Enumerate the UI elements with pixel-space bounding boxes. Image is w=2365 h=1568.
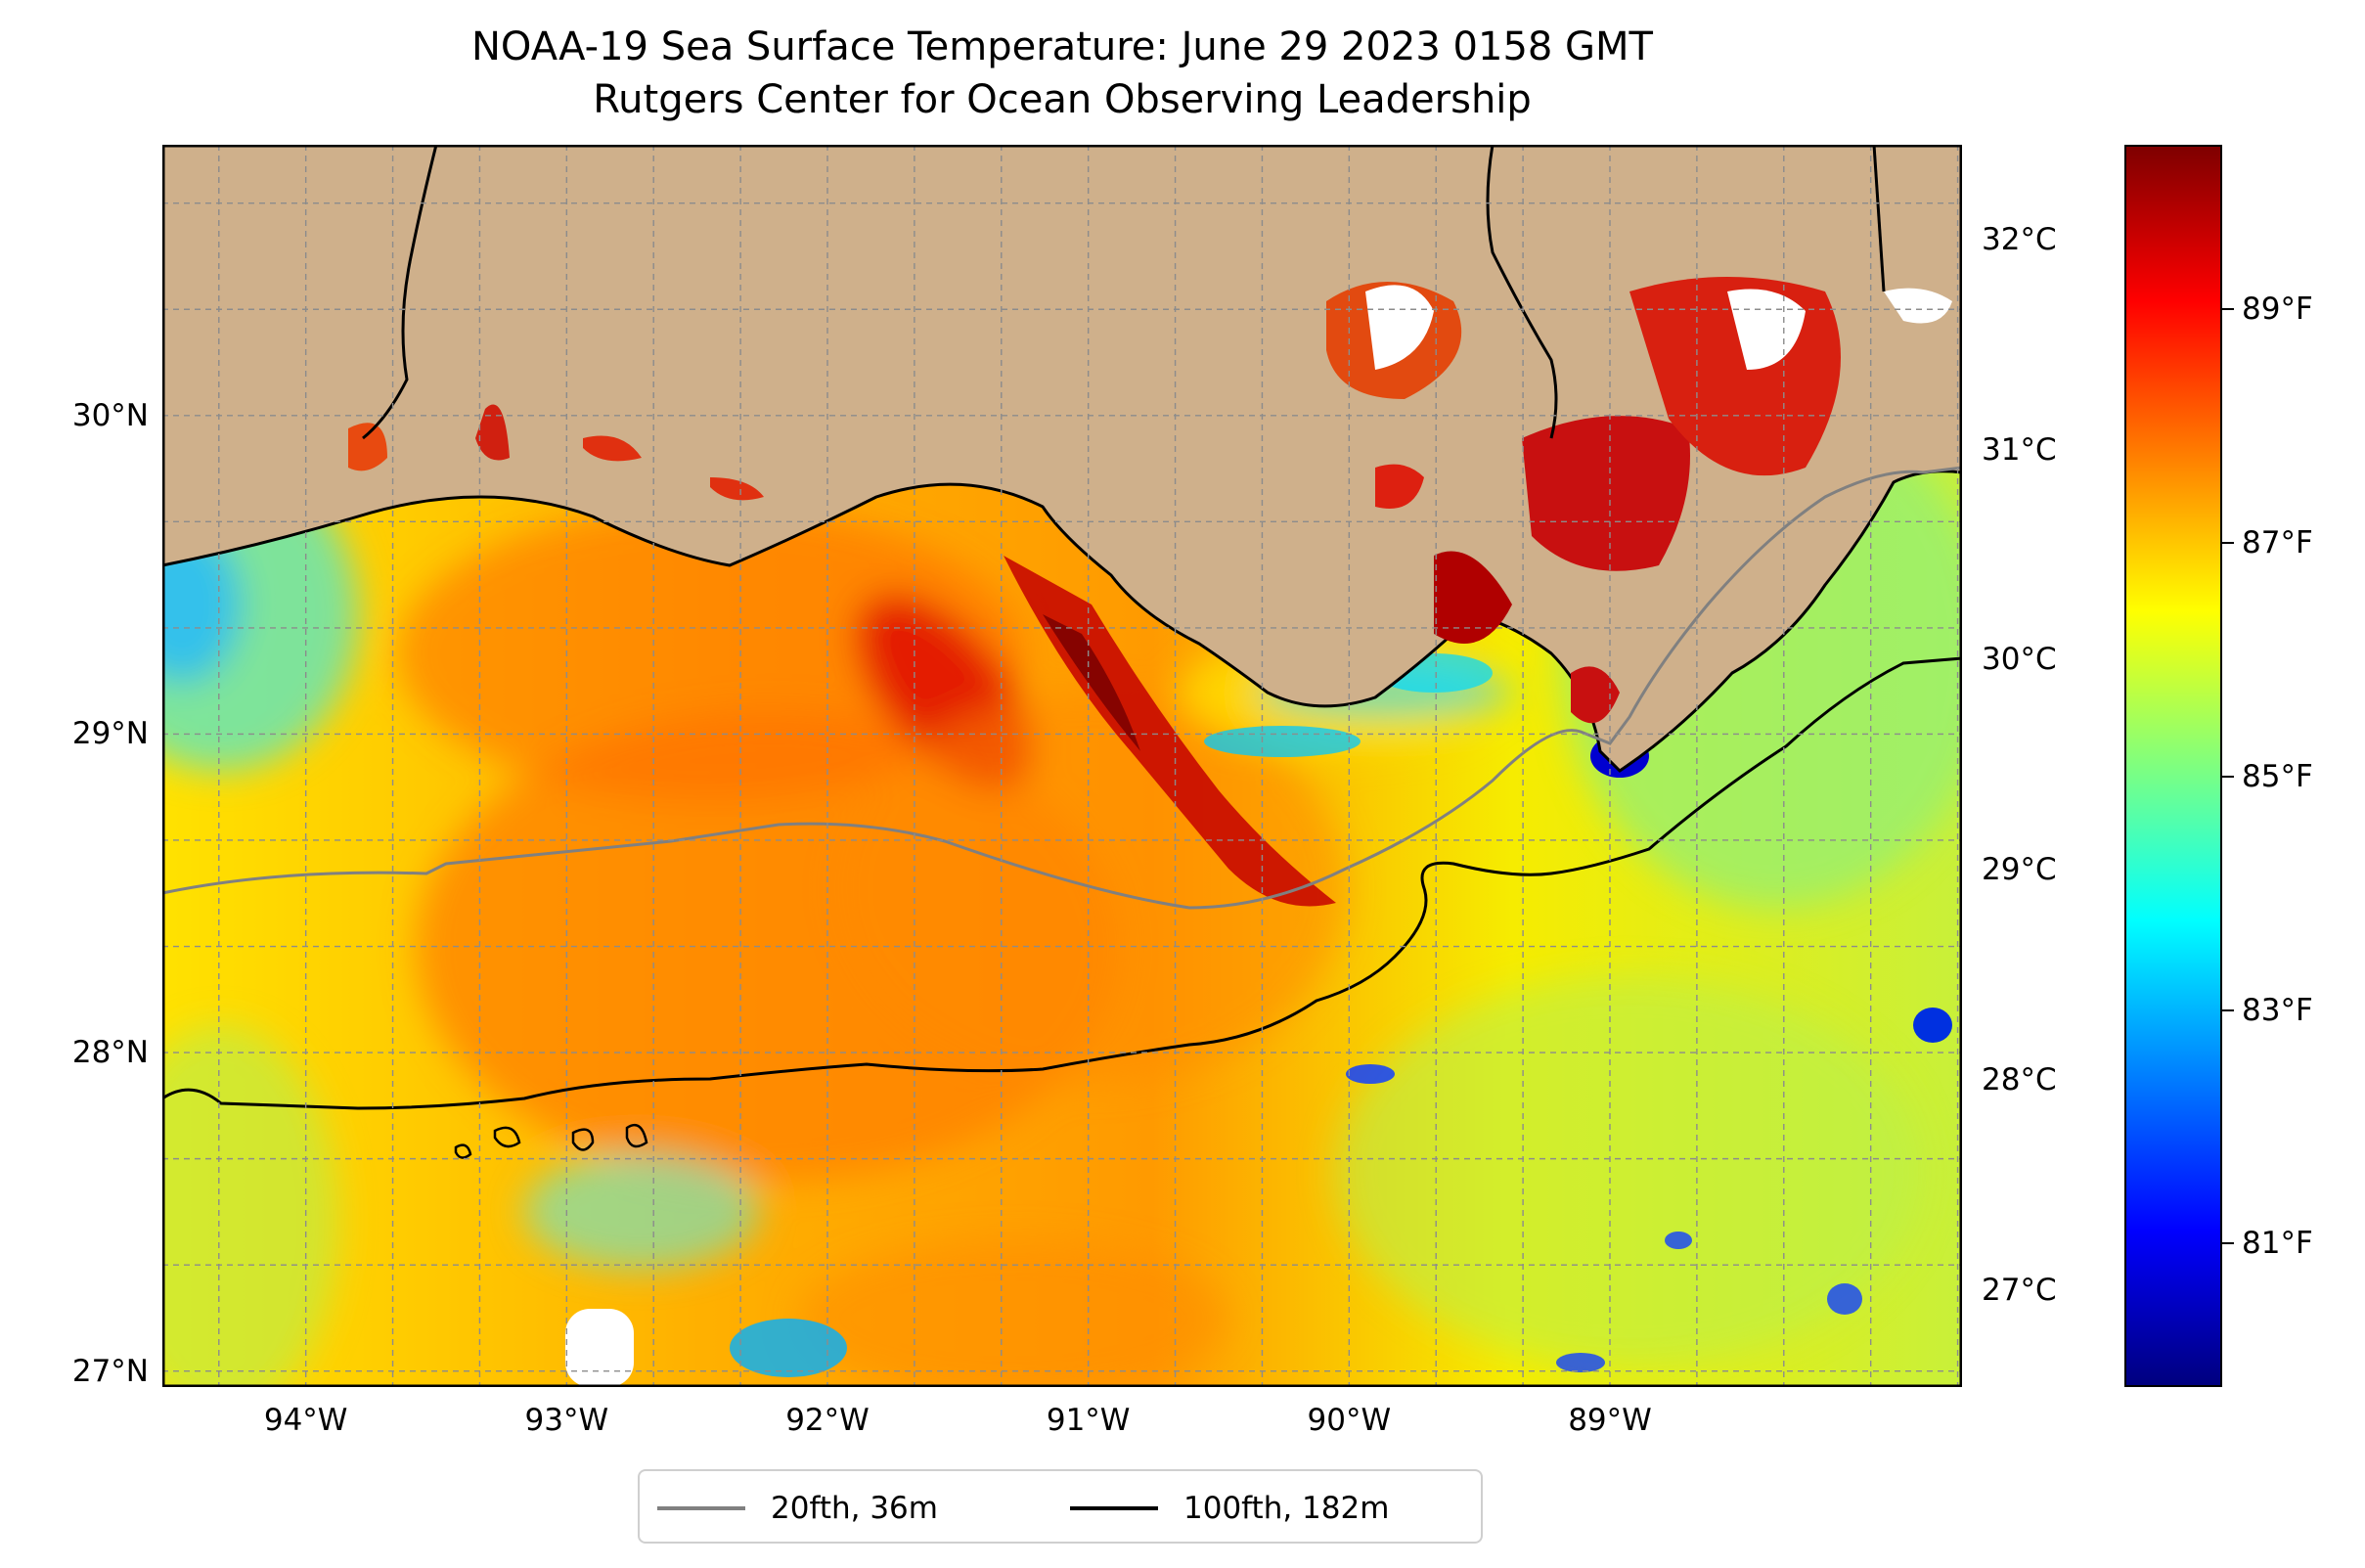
celsius-tick-label: 27°C bbox=[1982, 1273, 2057, 1309]
lat-tick-label: 29°N bbox=[71, 716, 149, 752]
lon-tick-label: 91°W bbox=[1046, 1403, 1131, 1438]
celsius-tick-label: 29°C bbox=[1982, 852, 2057, 888]
fahrenheit-tick-mark bbox=[2222, 1008, 2234, 1011]
deepwater-contours bbox=[454, 1123, 648, 1159]
celsius-tick-label: 28°C bbox=[1982, 1062, 2057, 1098]
fahrenheit-tick-label: 87°F bbox=[2242, 525, 2313, 561]
gridlines bbox=[162, 145, 1962, 1387]
map-border bbox=[162, 145, 1962, 1387]
isobath-100fth bbox=[162, 656, 1962, 1110]
isobath-20fth bbox=[162, 466, 1962, 910]
lon-tick-label: 92°W bbox=[785, 1403, 870, 1438]
legend-line-100fth bbox=[1070, 1506, 1158, 1510]
lon-tick-label: 94°W bbox=[263, 1403, 348, 1438]
lon-tick-label: 89°W bbox=[1568, 1403, 1652, 1438]
sst-map-canvas bbox=[162, 145, 1962, 1387]
fahrenheit-tick-mark bbox=[2222, 775, 2234, 778]
lat-tick-label: 28°N bbox=[71, 1035, 149, 1071]
legend-item-100fth: 100fth, 182m bbox=[1070, 1491, 1389, 1526]
legend-line-20fth bbox=[657, 1506, 745, 1510]
lat-tick-label: 30°N bbox=[71, 397, 149, 433]
lon-tick-label: 90°W bbox=[1307, 1403, 1392, 1438]
fahrenheit-tick-label: 89°F bbox=[2242, 291, 2313, 328]
cloud-mask bbox=[565, 1309, 634, 1387]
lat-tick-label: 27°N bbox=[71, 1353, 149, 1389]
chart-title: NOAA-19 Sea Surface Temperature: June 29… bbox=[470, 24, 1653, 69]
inland-waters bbox=[348, 277, 1952, 724]
celsius-tick-label: 32°C bbox=[1982, 221, 2057, 257]
colorbar bbox=[2124, 145, 2222, 1387]
legend-item-20fth: 20fth, 36m bbox=[657, 1491, 938, 1526]
celsius-tick-label: 30°C bbox=[1982, 642, 2057, 678]
fahrenheit-tick-label: 81°F bbox=[2242, 1226, 2313, 1262]
fahrenheit-tick-mark bbox=[2222, 308, 2234, 311]
sst-map bbox=[162, 145, 1962, 1387]
chart-subtitle: Rutgers Center for Ocean Observing Leade… bbox=[593, 77, 1532, 122]
fahrenheit-tick-label: 83°F bbox=[2242, 992, 2313, 1028]
coastline-rivers bbox=[362, 145, 1886, 440]
lon-tick-label: 93°W bbox=[524, 1403, 609, 1438]
celsius-tick-label: 31°C bbox=[1982, 431, 2057, 468]
legend-label-100fth: 100fth, 182m bbox=[1183, 1491, 1390, 1526]
fahrenheit-tick-label: 85°F bbox=[2242, 758, 2313, 794]
dark-red-plume bbox=[1004, 556, 1336, 907]
fahrenheit-tick-mark bbox=[2222, 1242, 2234, 1245]
legend-label-20fth: 20fth, 36m bbox=[771, 1491, 938, 1526]
isobath-legend: 20fth, 36m 100fth, 182m bbox=[638, 1469, 1483, 1544]
fahrenheit-tick-mark bbox=[2222, 542, 2234, 545]
